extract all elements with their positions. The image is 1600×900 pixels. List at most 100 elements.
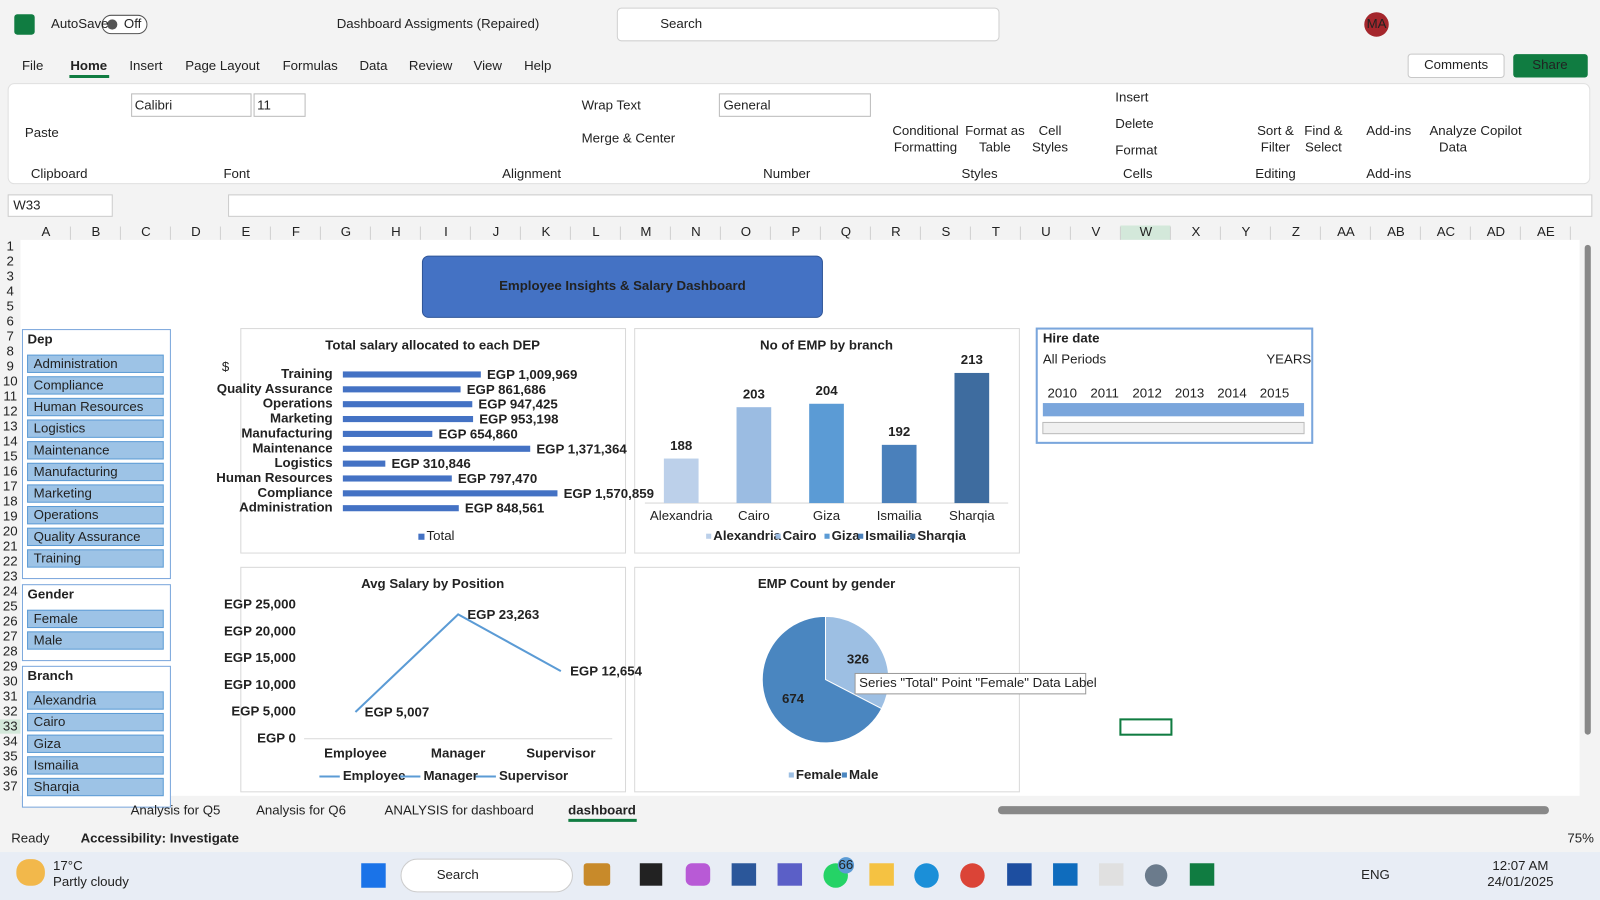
row-header[interactable]: 15 bbox=[3, 448, 18, 463]
column-header[interactable]: B bbox=[91, 224, 100, 239]
row-header[interactable]: 8 bbox=[7, 343, 14, 358]
app-icon[interactable] bbox=[777, 863, 803, 886]
ribbon-button-label[interactable]: Format as bbox=[965, 123, 1025, 138]
sheet-tab[interactable]: Analysis for Q6 bbox=[256, 803, 346, 818]
ribbon-button-label[interactable]: Styles bbox=[1032, 139, 1068, 154]
row-header[interactable]: 12 bbox=[3, 403, 18, 418]
slicer-item-label[interactable]: Quality Assurance bbox=[34, 529, 141, 544]
row-header[interactable]: 5 bbox=[7, 298, 14, 313]
row-header[interactable]: 23 bbox=[3, 568, 18, 583]
slicer-item[interactable] bbox=[27, 506, 164, 525]
clock-date[interactable]: 24/01/2025 bbox=[1487, 874, 1553, 889]
accessibility-status[interactable]: Accessibility: Investigate bbox=[81, 830, 239, 845]
row-header[interactable]: 11 bbox=[3, 388, 17, 403]
menu-tab[interactable]: Page Layout bbox=[185, 58, 260, 73]
row-header[interactable]: 34 bbox=[3, 733, 18, 748]
app-icon[interactable] bbox=[1189, 863, 1215, 886]
paste-button[interactable]: Paste bbox=[25, 125, 59, 140]
menu-tab[interactable]: Help bbox=[524, 58, 551, 73]
timeline-bar[interactable] bbox=[1042, 403, 1305, 417]
menu-tab[interactable]: Data bbox=[359, 58, 388, 73]
menu-tab[interactable]: Formulas bbox=[283, 58, 339, 73]
column-header[interactable]: Y bbox=[1241, 224, 1250, 239]
column-header[interactable]: P bbox=[791, 224, 800, 239]
row-header[interactable]: 32 bbox=[3, 703, 18, 718]
row-header[interactable]: 16 bbox=[3, 463, 18, 478]
app-icon[interactable] bbox=[731, 863, 757, 886]
ribbon-button-label[interactable]: Filter bbox=[1261, 139, 1291, 154]
column-header[interactable]: D bbox=[191, 224, 201, 239]
slicer-item[interactable] bbox=[27, 462, 164, 482]
ribbon-button-label[interactable]: Data bbox=[1439, 139, 1468, 154]
slicer-item-label[interactable]: Female bbox=[34, 611, 78, 626]
menu-tab[interactable]: File bbox=[22, 58, 43, 73]
comments-label[interactable]: Comments bbox=[1424, 57, 1488, 72]
taskbar-search-label[interactable]: Search bbox=[437, 867, 479, 882]
share-label[interactable]: Share bbox=[1532, 57, 1567, 72]
ribbon-button-label[interactable]: Add-ins bbox=[1366, 123, 1411, 138]
column-header[interactable]: I bbox=[444, 224, 448, 239]
column-header[interactable]: L bbox=[592, 224, 599, 239]
row-header[interactable]: 17 bbox=[3, 478, 18, 493]
column-header[interactable]: Q bbox=[841, 224, 851, 239]
column-header[interactable]: AC bbox=[1437, 224, 1456, 239]
column-header[interactable]: E bbox=[241, 224, 250, 239]
row-header[interactable]: 30 bbox=[3, 673, 18, 688]
column-header[interactable]: G bbox=[341, 224, 351, 239]
cells-button[interactable]: Format bbox=[1115, 143, 1157, 158]
slicer-item-label[interactable]: Administration bbox=[34, 356, 118, 371]
slicer-item[interactable] bbox=[27, 777, 164, 797]
menu-tab[interactable]: Home bbox=[70, 58, 107, 73]
slicer-item[interactable] bbox=[27, 354, 164, 373]
language[interactable]: ENG bbox=[1361, 867, 1390, 882]
row-header[interactable]: 37 bbox=[3, 778, 18, 793]
row-header[interactable]: 22 bbox=[3, 553, 18, 568]
slicer-item-label[interactable]: Male bbox=[34, 633, 63, 648]
row-header[interactable]: 19 bbox=[3, 508, 18, 523]
row-header[interactable]: 18 bbox=[3, 493, 18, 508]
app-icon[interactable] bbox=[960, 863, 985, 888]
slicer-item[interactable] bbox=[27, 609, 164, 629]
menu-tab[interactable]: Insert bbox=[129, 58, 162, 73]
menu-tab[interactable]: View bbox=[474, 58, 503, 73]
slicer-item-label[interactable]: Manufacturing bbox=[34, 464, 118, 479]
timeline-level[interactable]: YEARS bbox=[1266, 352, 1311, 367]
row-header[interactable]: 10 bbox=[3, 373, 18, 388]
slicer-item-label[interactable]: Marketing bbox=[34, 486, 92, 501]
slicer-item[interactable] bbox=[27, 527, 164, 547]
row-header[interactable]: 7 bbox=[7, 328, 14, 343]
app-icon[interactable] bbox=[1053, 863, 1078, 886]
column-header[interactable]: F bbox=[292, 224, 300, 239]
ribbon-button-label[interactable]: Sort & bbox=[1257, 123, 1294, 138]
ribbon-button-label[interactable]: Table bbox=[979, 139, 1011, 154]
slicer-item[interactable] bbox=[27, 712, 164, 732]
column-header[interactable]: O bbox=[741, 224, 751, 239]
row-header[interactable]: 4 bbox=[7, 283, 14, 298]
slicer-item-label[interactable]: Training bbox=[34, 550, 81, 565]
column-header[interactable]: W bbox=[1140, 224, 1153, 239]
column-header[interactable]: N bbox=[691, 224, 701, 239]
ribbon-button-label[interactable]: Analyze bbox=[1429, 123, 1476, 138]
row-header[interactable]: 6 bbox=[7, 313, 14, 328]
slicer-item-label[interactable]: Giza bbox=[34, 736, 62, 751]
slicer-item-label[interactable]: Logistics bbox=[34, 421, 86, 436]
row-header[interactable]: 13 bbox=[3, 418, 18, 433]
column-header[interactable]: A bbox=[41, 224, 50, 239]
taskbar-search[interactable] bbox=[400, 858, 573, 893]
row-header[interactable]: 27 bbox=[3, 628, 18, 643]
name-box[interactable] bbox=[7, 194, 113, 217]
column-header[interactable]: S bbox=[941, 224, 950, 239]
slicer-item-label[interactable]: Ismailia bbox=[34, 757, 80, 772]
column-header[interactable]: AE bbox=[1537, 224, 1555, 239]
column-header[interactable]: K bbox=[541, 224, 550, 239]
slicer-item[interactable] bbox=[27, 756, 164, 775]
column-header[interactable]: AB bbox=[1387, 224, 1405, 239]
row-header[interactable]: 31 bbox=[3, 688, 18, 703]
search-box[interactable] bbox=[616, 7, 1000, 42]
slicer-item-label[interactable]: Sharqia bbox=[34, 779, 80, 794]
slicer-item[interactable] bbox=[27, 419, 164, 438]
menu-tab[interactable]: Review bbox=[409, 58, 453, 73]
app-icon[interactable] bbox=[1098, 863, 1124, 886]
column-header[interactable]: X bbox=[1191, 224, 1200, 239]
column-header[interactable]: AD bbox=[1487, 224, 1505, 239]
